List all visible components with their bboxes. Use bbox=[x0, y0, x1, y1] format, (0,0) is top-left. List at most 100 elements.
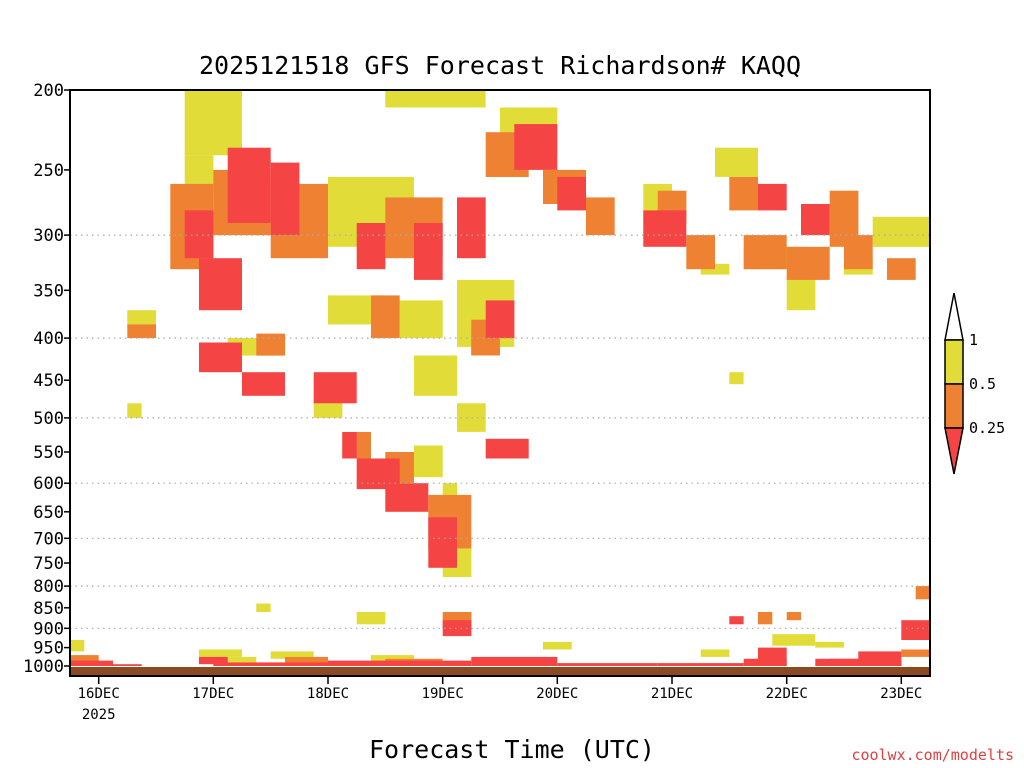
y-tick-label: 500 bbox=[33, 409, 64, 429]
ri-cell-low bbox=[485, 438, 529, 459]
y-tick-label: 900 bbox=[33, 619, 64, 639]
legend-swatch-top bbox=[944, 292, 964, 341]
ground-band bbox=[70, 667, 930, 676]
ri-cell-high bbox=[184, 90, 242, 156]
ri-cell-low bbox=[471, 656, 558, 666]
ri-cell-low bbox=[801, 204, 830, 236]
ri-cell-mid bbox=[686, 235, 715, 270]
shaded-field bbox=[70, 90, 930, 666]
ri-cell-low bbox=[342, 432, 357, 459]
x-tick-sublabel: 2025 bbox=[82, 707, 116, 723]
y-tick-label: 800 bbox=[33, 577, 64, 597]
ri-cell-low bbox=[270, 162, 300, 236]
ri-cell-low bbox=[385, 483, 429, 512]
x-tick-label: 22DEC bbox=[766, 686, 808, 702]
y-tick-label: 950 bbox=[33, 639, 64, 659]
legend-label: 1 bbox=[969, 331, 978, 349]
ri-cell-low bbox=[242, 372, 285, 396]
y-tick-label: 650 bbox=[33, 503, 64, 523]
ri-cell-low bbox=[199, 258, 242, 311]
ri-cell-low bbox=[356, 223, 386, 270]
ri-cell-mid bbox=[371, 295, 400, 339]
y-tick-label: 750 bbox=[33, 554, 64, 574]
ri-cell-mid bbox=[743, 235, 787, 270]
ri-cell-low bbox=[199, 656, 228, 665]
ri-cell-high bbox=[715, 147, 758, 177]
ri-cell-mid bbox=[915, 586, 930, 600]
ri-cell-low bbox=[113, 664, 142, 666]
ri-cell-low bbox=[729, 616, 744, 625]
ri-cell-low bbox=[199, 342, 242, 373]
legend-swatch-bottom bbox=[944, 427, 964, 475]
ri-cell-high bbox=[256, 603, 271, 612]
ri-cell-high bbox=[815, 641, 844, 648]
ri-cell-low bbox=[557, 663, 658, 666]
legend-swatch bbox=[944, 383, 964, 429]
y-tick-label: 850 bbox=[33, 599, 64, 619]
y-tick-label: 550 bbox=[33, 443, 64, 463]
ri-cell-high bbox=[213, 656, 257, 663]
ri-cell-high bbox=[872, 216, 930, 247]
ri-cell-low bbox=[184, 210, 214, 259]
ri-cell-mid bbox=[285, 656, 328, 665]
chart-title: 2025121518 GFS Forecast Richardson# KAQQ bbox=[199, 51, 801, 80]
ri-cell-high bbox=[199, 649, 242, 657]
legend-label: 0.5 bbox=[969, 375, 996, 393]
y-tick-label: 1000 bbox=[23, 657, 64, 677]
y-tick-label: 350 bbox=[33, 281, 64, 301]
ground-fill bbox=[70, 667, 930, 676]
ri-cell-low bbox=[557, 176, 586, 211]
legend: 1 0.5 0.25 bbox=[944, 292, 1005, 475]
x-tick-label: 17DEC bbox=[192, 686, 234, 702]
ri-cell-mid bbox=[70, 655, 99, 663]
ri-cell-low bbox=[514, 124, 558, 170]
ri-cell-mid bbox=[786, 612, 801, 621]
x-tick-label: 16DEC bbox=[78, 686, 120, 702]
ri-cell-low bbox=[213, 662, 328, 666]
ri-cell-high bbox=[371, 655, 414, 663]
ri-cell-low bbox=[227, 147, 271, 223]
gridlines bbox=[70, 234, 930, 629]
ri-cell-mid bbox=[729, 176, 758, 211]
ri-cell-high bbox=[270, 651, 314, 659]
x-tick-label: 21DEC bbox=[651, 686, 693, 702]
y-tick-label: 700 bbox=[33, 529, 64, 549]
ri-cell-low bbox=[442, 620, 472, 637]
ri-cell-low bbox=[743, 658, 787, 666]
ri-cell-high bbox=[700, 263, 730, 275]
ri-cell-high bbox=[414, 355, 457, 396]
ri-cell-low bbox=[328, 660, 472, 666]
ri-cell-high bbox=[786, 274, 816, 311]
ri-cell-low bbox=[758, 183, 787, 211]
x-axis: 16DEC 2025 17DEC 18DEC 19DEC 20DEC 21DEC 22DEC 2… bbox=[78, 676, 922, 723]
ri-cell-high bbox=[729, 372, 744, 385]
legend-swatch bbox=[944, 339, 964, 385]
x-tick-label: 18DEC bbox=[307, 686, 349, 702]
ri-cell-high bbox=[543, 641, 572, 650]
legend-label: 0.25 bbox=[969, 419, 1005, 437]
ri-cell-high bbox=[399, 300, 443, 339]
ri-cell-mid bbox=[127, 324, 156, 339]
ri-cell-low bbox=[428, 517, 457, 568]
ri-cell-mid bbox=[758, 612, 773, 625]
ri-cell-high bbox=[70, 640, 85, 652]
y-tick-label: 450 bbox=[33, 371, 64, 391]
ri-cell-mid bbox=[786, 246, 830, 280]
ri-cell-high bbox=[127, 310, 156, 329]
x-tick-label: 23DEC bbox=[880, 686, 922, 702]
ri-cell-low bbox=[643, 210, 687, 247]
y-tick-label: 250 bbox=[33, 161, 64, 181]
y-axis: 200 250 300 350 400 450 500 550 600 650 700 750 8008… bbox=[23, 81, 70, 677]
ri-cell-mid bbox=[586, 197, 615, 236]
ri-cell-low bbox=[657, 663, 744, 666]
ri-cell-low bbox=[457, 197, 486, 259]
ri-cell-low bbox=[313, 372, 357, 404]
ri-cell-mid bbox=[901, 649, 930, 657]
ri-cell-mid bbox=[256, 333, 285, 356]
y-tick-label: 400 bbox=[33, 329, 64, 349]
ri-cell-low bbox=[901, 620, 930, 640]
ri-cell-high bbox=[356, 612, 386, 625]
y-tick-label: 300 bbox=[33, 226, 64, 246]
credit-text: coolwx.com/modelts bbox=[851, 746, 1014, 764]
